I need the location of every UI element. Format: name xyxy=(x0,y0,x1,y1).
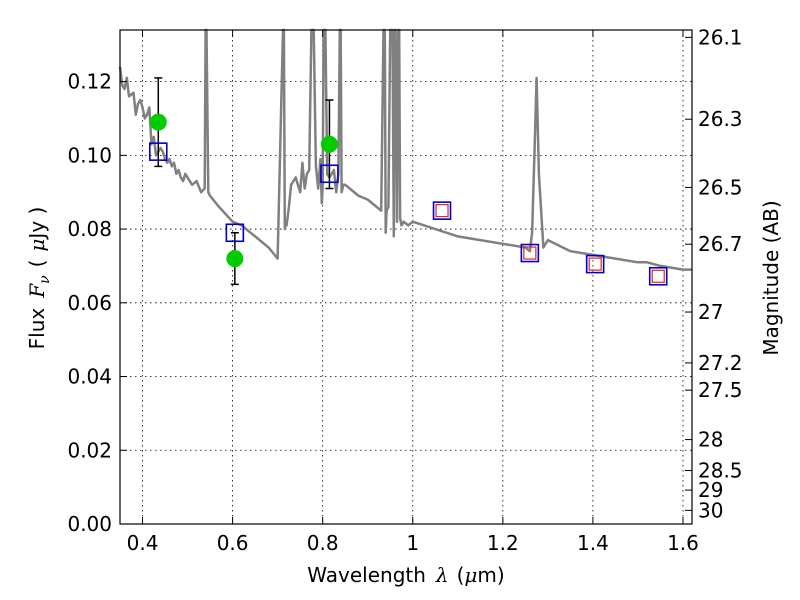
limit-square xyxy=(588,257,602,271)
x-tick-label: 0.4 xyxy=(127,531,159,555)
plot-frame xyxy=(119,29,693,525)
model-square xyxy=(148,142,168,161)
limit-square xyxy=(523,246,537,260)
spectrum-layer xyxy=(118,28,692,271)
y2-tick-label: 28.5 xyxy=(698,459,743,483)
grid xyxy=(120,30,692,525)
observed-point xyxy=(149,113,167,131)
ticks: 0.4 0.6 0.8 1 1.2 1.4 1.6 0.00 0.02 0.04 0.06 0.08 0… xyxy=(67,25,742,555)
x-tick-label: 1 xyxy=(406,531,419,555)
x-axis-label: Wavelength λ (μm) xyxy=(307,563,504,587)
y2-tick-label: 28 xyxy=(698,428,723,452)
x-tick-label: 0.6 xyxy=(217,531,249,555)
x-tick-label: 1.4 xyxy=(577,531,609,555)
y-tick-label: 0.02 xyxy=(67,438,112,462)
markers xyxy=(148,113,668,286)
y2-tick-label: 26.3 xyxy=(698,107,743,131)
y-axis-label: FluxFν(μJy ) xyxy=(25,207,53,350)
model-square xyxy=(225,223,245,243)
y2-tick-label: 26.7 xyxy=(698,232,743,256)
y-tick-label: 0.06 xyxy=(67,291,112,315)
y2-tick-label: 27.5 xyxy=(698,378,743,402)
y2-tick-label: 29 xyxy=(698,478,723,502)
y-tick-label: 0.00 xyxy=(67,512,112,536)
observed-point xyxy=(320,135,338,153)
y2-tick-label: 26.5 xyxy=(698,175,743,199)
y2-tick-label: 26.1 xyxy=(698,25,743,49)
limit-square xyxy=(651,269,665,283)
model-square xyxy=(648,266,668,286)
x-tick-label: 1.2 xyxy=(487,531,519,555)
y-tick-label: 0.10 xyxy=(67,143,112,167)
model-square xyxy=(585,254,605,274)
y2-tick-label: 27 xyxy=(698,300,723,324)
y-tick-label: 0.08 xyxy=(67,217,112,241)
x-tick-label: 1.6 xyxy=(667,531,699,555)
y2-tick-label: 30 xyxy=(698,498,723,522)
limit-square xyxy=(435,204,449,218)
x-tick-label: 0.8 xyxy=(307,531,339,555)
observed-point xyxy=(226,250,244,268)
model-square xyxy=(320,164,339,184)
y-tick-label: 0.04 xyxy=(67,365,112,389)
y-tick-label: 0.12 xyxy=(67,70,112,94)
model-square xyxy=(432,201,452,220)
y2-tick-label: 27.2 xyxy=(698,351,743,375)
model-square xyxy=(520,243,540,263)
spectrum-line xyxy=(118,28,692,271)
y2-axis-label: Magnitude (AB) xyxy=(759,200,783,355)
